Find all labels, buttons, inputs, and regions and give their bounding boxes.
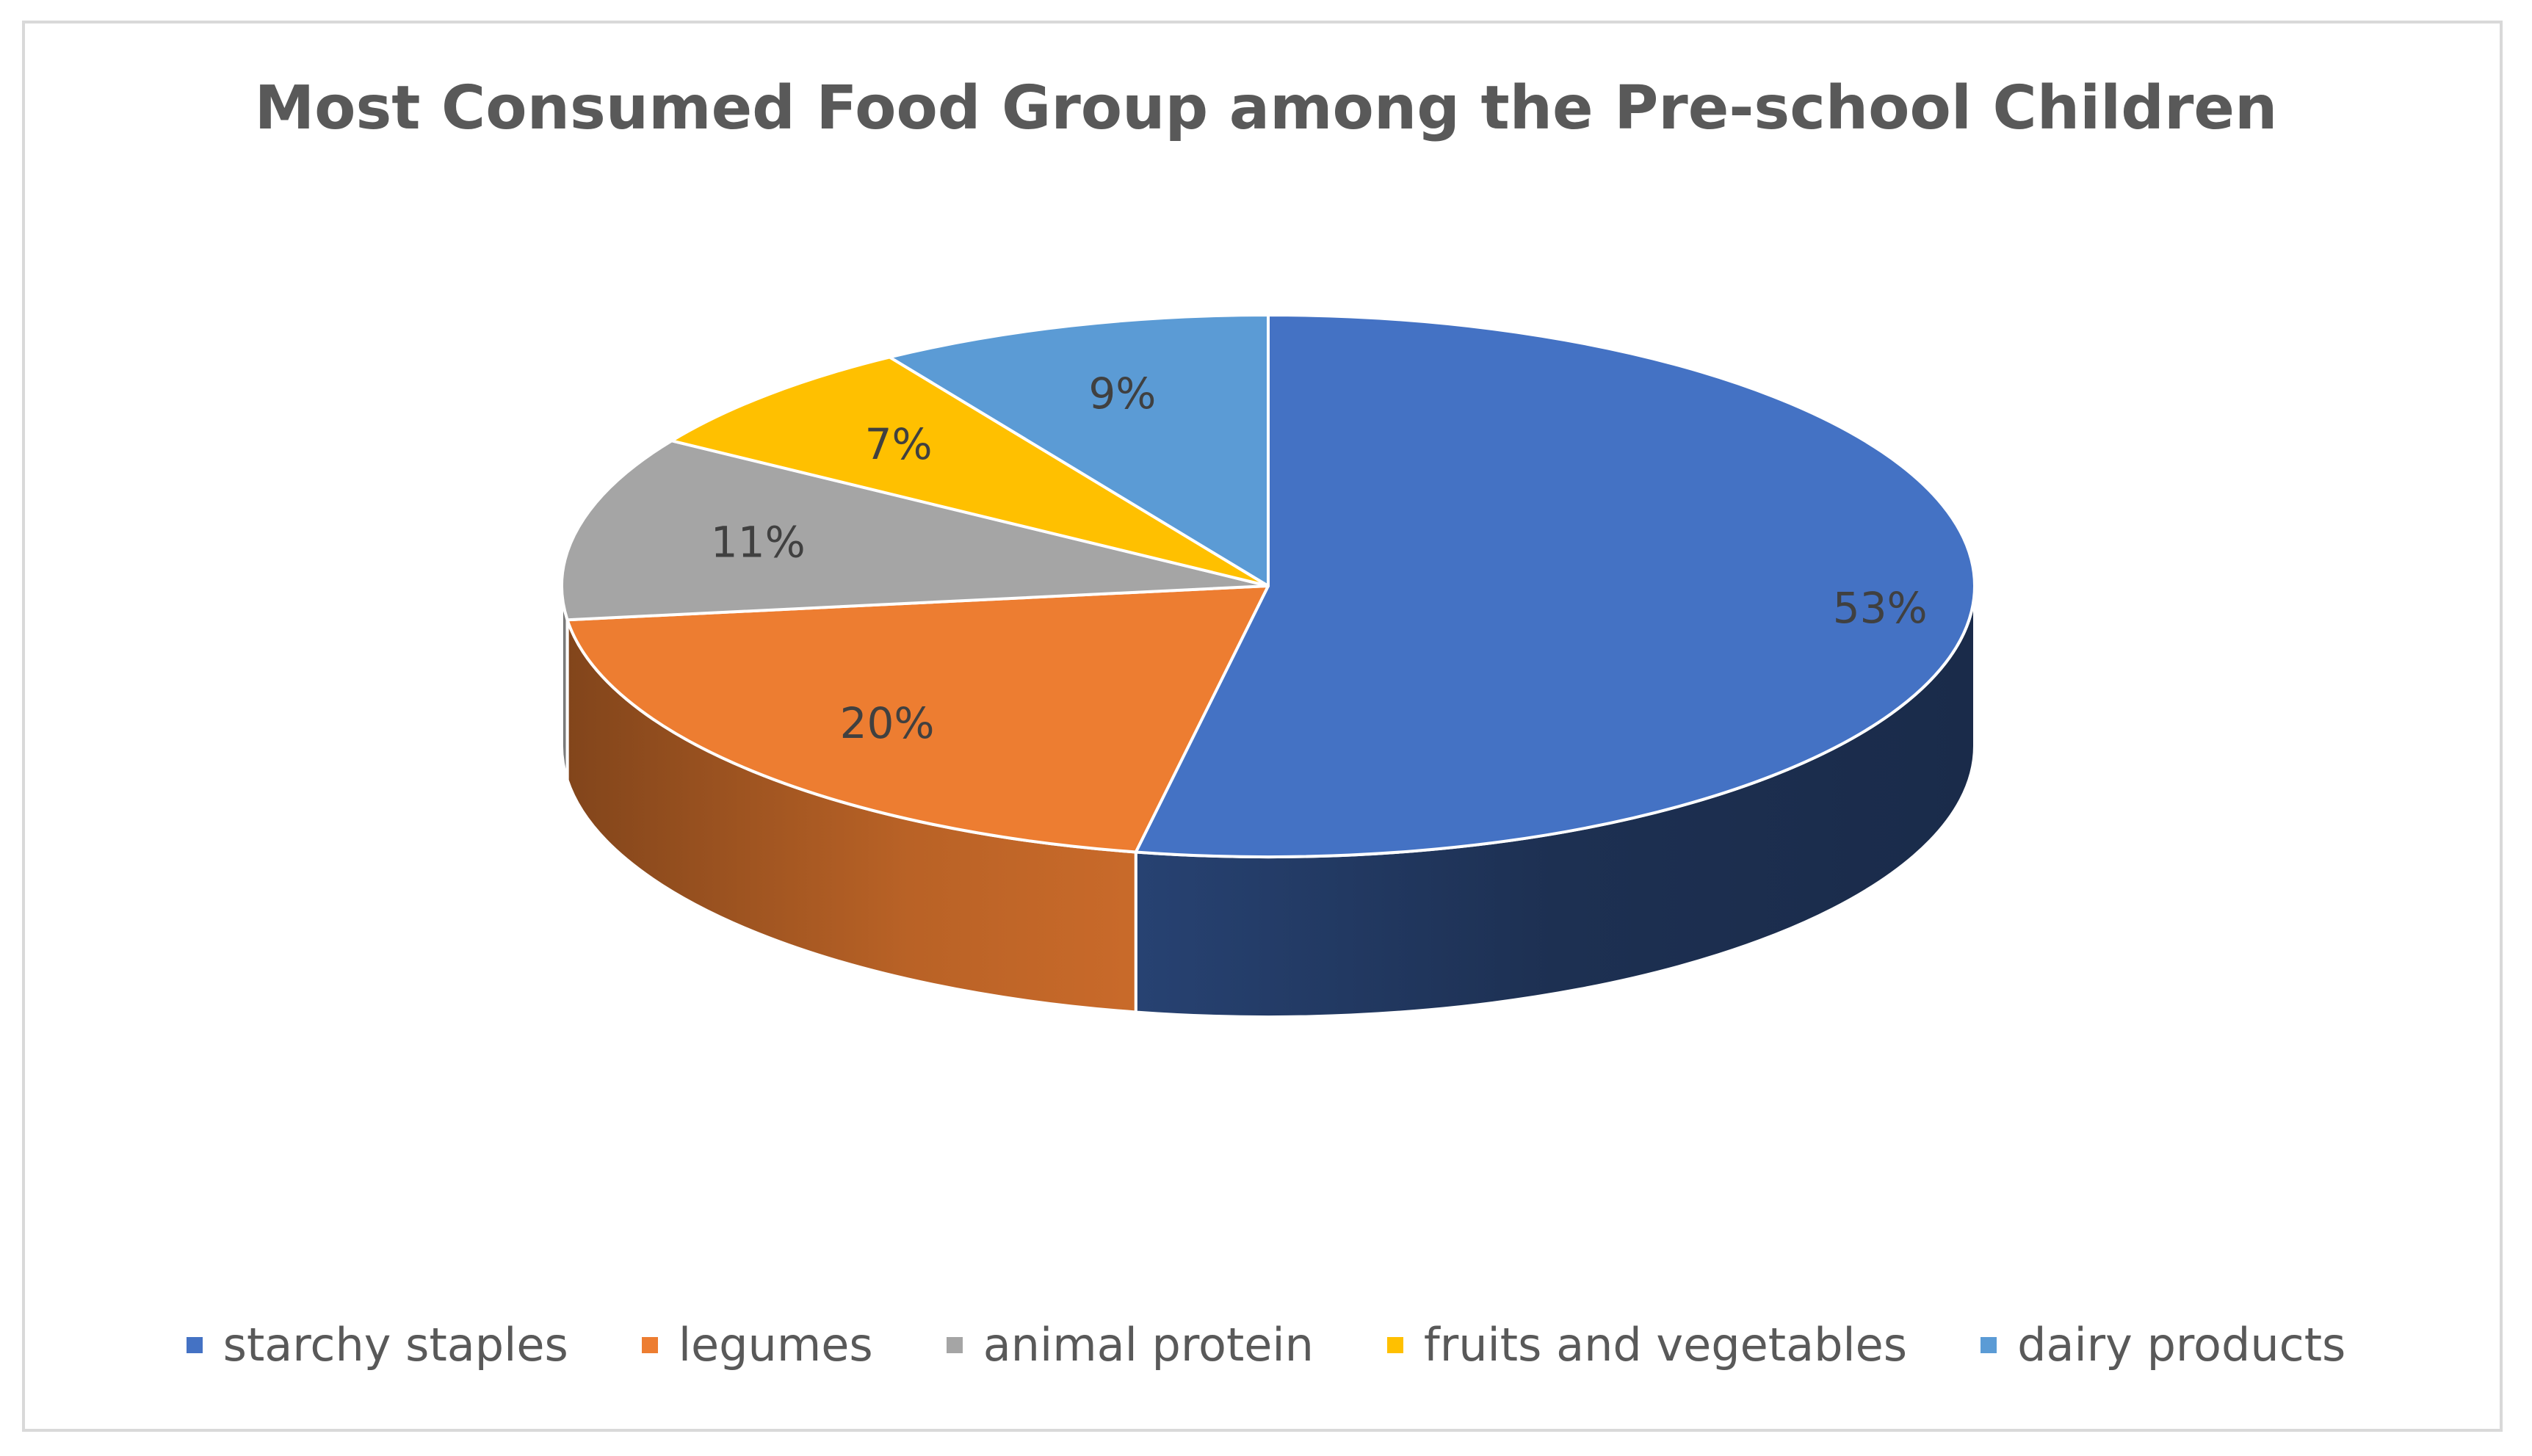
pie-slice-starchy-staples[interactable] bbox=[1134, 314, 1976, 858]
legend-label-starchy-staples: starchy staples bbox=[223, 1318, 568, 1372]
pie-slice-legumes[interactable] bbox=[565, 584, 1270, 854]
data-label-legumes: 20% bbox=[840, 698, 935, 748]
chart-title: Most Consumed Food Group among the Pre-s… bbox=[254, 73, 2278, 143]
legend-item-starchy-staples[interactable]: starchy staples bbox=[186, 1318, 568, 1372]
legend-item-fruits-and-vegetables[interactable]: fruits and vegetables bbox=[1386, 1318, 1908, 1372]
legend-label-fruits-and-vegetables: fruits and vegetables bbox=[1423, 1318, 1908, 1372]
legend-label-animal-protein: animal protein bbox=[983, 1318, 1314, 1372]
data-label-dairy-products: 9% bbox=[1088, 369, 1156, 419]
legend-swatch-fruits-and-vegetables bbox=[1386, 1336, 1403, 1353]
data-label-starchy-staples: 53% bbox=[1833, 583, 1928, 633]
pie-slice-animal-protein[interactable] bbox=[560, 439, 1270, 622]
legend-swatch-dairy-products bbox=[1981, 1336, 1997, 1353]
legend-item-legumes[interactable]: legumes bbox=[641, 1318, 873, 1372]
legend-swatch-animal-protein bbox=[946, 1336, 963, 1353]
data-label-fruits-and-vegetables: 7% bbox=[865, 419, 933, 469]
legend-item-dairy-products[interactable]: dairy products bbox=[1981, 1318, 2345, 1372]
legend-swatch-legumes bbox=[641, 1336, 658, 1353]
legend-swatch-starchy-staples bbox=[186, 1336, 203, 1353]
pie-slice-fruits-and-vegetables[interactable] bbox=[670, 355, 1270, 587]
legend: starchy staples legumes animal protein f… bbox=[0, 1318, 2532, 1372]
pie-slice-dairy-products[interactable] bbox=[888, 314, 1270, 587]
data-label-animal-protein: 11% bbox=[711, 517, 806, 567]
legend-label-legumes: legumes bbox=[678, 1318, 873, 1372]
legend-label-dairy-products: dairy products bbox=[2017, 1318, 2346, 1372]
legend-item-animal-protein[interactable]: animal protein bbox=[946, 1318, 1314, 1372]
